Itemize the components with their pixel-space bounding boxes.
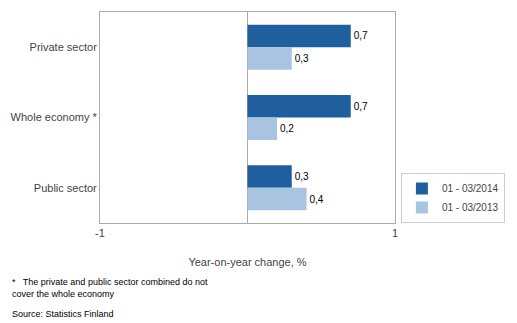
svg-text:01 - 03/2014: 01 - 03/2014	[442, 183, 499, 194]
svg-text:01 - 03/2013: 01 - 03/2013	[442, 202, 499, 213]
svg-text:Whole economy *: Whole economy *	[11, 111, 98, 123]
svg-text:0,3: 0,3	[295, 171, 309, 182]
svg-text:0,7: 0,7	[354, 101, 368, 112]
svg-text:0,3: 0,3	[295, 53, 309, 64]
svg-text:1: 1	[392, 227, 398, 239]
svg-text:-1: -1	[95, 227, 105, 239]
svg-text:Public sector: Public sector	[34, 182, 97, 194]
svg-text:Private sector: Private sector	[30, 41, 98, 53]
svg-text:* The private and public sec: * The private and public sector combined…	[12, 277, 208, 299]
svg-text:Source: Statistics Finland: Source: Statistics Finland	[12, 309, 114, 319]
svg-text:0,7: 0,7	[354, 30, 368, 41]
svg-text:0,4: 0,4	[310, 194, 324, 205]
svg-text:Year-on-year change, %: Year-on-year change, %	[188, 256, 306, 268]
svg-text:0,2: 0,2	[280, 123, 294, 134]
